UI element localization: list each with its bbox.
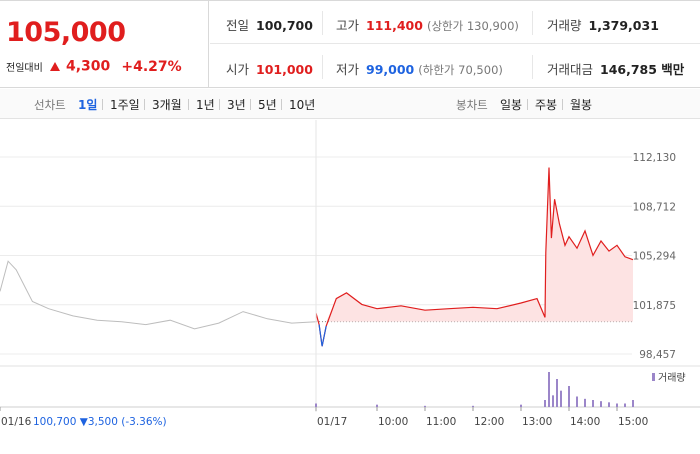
volume-bar (424, 405, 426, 407)
divider (562, 99, 563, 110)
volume-bar (376, 404, 378, 407)
divider (250, 99, 251, 110)
prev-day-line (0, 260, 317, 330)
prev-day-summary: 100,700 ▼3,500 (-3.36%) (33, 416, 167, 428)
divider (281, 99, 282, 110)
volume-legend-swatch (652, 373, 655, 381)
volume-bar (560, 390, 562, 407)
volume-bar (616, 403, 618, 407)
info-row: 시가 101,000 저가 99,000 (하한가 70,500) 거래대금 146,7… (210, 45, 700, 88)
current-price: 105,000 (6, 17, 126, 48)
prev-close: 전일 100,700 (226, 18, 313, 33)
volume-bar (584, 398, 586, 407)
tab-3m[interactable]: 3개월 (152, 98, 182, 112)
x-tick-label: 01/17 (317, 416, 347, 428)
divider (219, 99, 220, 110)
volume-bar (592, 400, 594, 407)
high-price: 고가 111,400 (상한가 130,900) (336, 18, 519, 33)
tab-1w[interactable]: 1주일 (110, 98, 140, 112)
volume-bar (472, 405, 474, 407)
open-price: 시가 101,000 (226, 62, 313, 77)
price-summary: 105,000 전일대비 4,300 +4.27% (0, 1, 209, 88)
quote-info-grid: 전일 100,700 고가 111,400 (상한가 130,900) 거래량 1,37… (210, 1, 700, 88)
divider (322, 55, 323, 79)
tab-weekly-candle[interactable]: 주봉 (535, 98, 558, 112)
volume-bar (608, 402, 610, 407)
tab-5y[interactable]: 5년 (258, 98, 277, 112)
x-tick-label: 11:00 (426, 416, 456, 428)
tab-monthly-candle[interactable]: 월봉 (570, 98, 593, 112)
quote-header: 105,000 전일대비 4,300 +4.27% 전일 100,700 고가 11… (0, 0, 700, 88)
x-tick-label: 10:00 (378, 416, 408, 428)
volume-bar (600, 401, 602, 407)
volume-bar (520, 404, 522, 407)
y-tick-label: 105,294 (633, 251, 677, 263)
divider (532, 55, 533, 79)
x-tick-label: 12:00 (474, 416, 504, 428)
tab-10y[interactable]: 10년 (289, 98, 316, 112)
divider (322, 11, 323, 35)
x-tick-label: 01/16 (1, 416, 32, 428)
volume-bar (624, 403, 626, 407)
divider (102, 99, 103, 110)
tab-1d[interactable]: 1일 (78, 98, 98, 112)
volume-bar (568, 386, 570, 407)
volume-bar (544, 400, 546, 407)
price-area (316, 167, 633, 322)
volume-legend-label: 거래량 (658, 372, 686, 384)
divider (532, 11, 533, 35)
y-tick-label: 108,712 (633, 201, 676, 213)
price-chart-svg: 112,130 108,712 105,294 101,875 98,457 거래량 01/… (0, 120, 700, 428)
trade-amount: 거래대금 146,785 백만 (547, 62, 685, 77)
volume-bar (315, 403, 317, 407)
tab-daily-candle[interactable]: 일봉 (500, 98, 523, 112)
volume-bar (576, 396, 578, 407)
volume-bar (556, 379, 558, 407)
change-percent: +4.27% (121, 58, 182, 75)
y-tick-label: 112,130 (633, 152, 676, 164)
price-line (315, 167, 634, 347)
tab-3y[interactable]: 3년 (227, 98, 246, 112)
low-price: 저가 99,000 (하한가 70,500) (336, 62, 503, 77)
info-row: 전일 100,700 고가 111,400 (상한가 130,900) 거래량 1,37… (210, 1, 700, 44)
x-tick-label: 13:00 (522, 416, 552, 428)
price-line-below (318, 324, 327, 347)
line-chart-label: 선차트 (34, 98, 66, 112)
y-tick-label: 101,875 (633, 300, 676, 312)
y-tick-label: 98,457 (639, 349, 676, 361)
change-value: 4,300 (66, 58, 111, 75)
tab-1y[interactable]: 1년 (196, 98, 215, 112)
up-triangle-icon (49, 62, 60, 71)
volume-bar (552, 395, 554, 407)
period-tab-bar: 선차트 1일 1주일 3개월 1년 3년 5년 10년 봉차트 일봉 주봉 월봉 (0, 89, 700, 119)
change-row: 전일대비 4,300 +4.27% (6, 56, 182, 75)
x-tick-label: 15:00 (618, 416, 648, 428)
candle-chart-label: 봉차트 (456, 98, 488, 112)
divider (527, 99, 528, 110)
volume-bar (548, 372, 550, 407)
x-tick-label: 14:00 (570, 416, 600, 428)
volume-bar (632, 400, 634, 407)
price-chart: 112,130 108,712 105,294 101,875 98,457 거래량 01/… (0, 120, 700, 450)
change-label: 전일대비 (6, 63, 43, 74)
divider (188, 99, 189, 110)
divider (144, 99, 145, 110)
volume: 거래량 1,379,031 (547, 18, 659, 33)
